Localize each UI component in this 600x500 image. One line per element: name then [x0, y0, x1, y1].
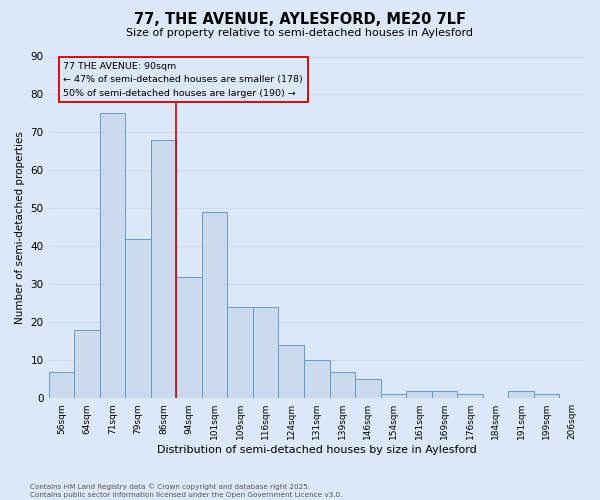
Text: Contains HM Land Registry data © Crown copyright and database right 2025.
Contai: Contains HM Land Registry data © Crown c…	[30, 484, 343, 498]
Bar	[176, 276, 202, 398]
Y-axis label: Number of semi-detached properties: Number of semi-detached properties	[15, 131, 25, 324]
Bar	[49, 372, 74, 398]
Text: 77 THE AVENUE: 90sqm
← 47% of semi-detached houses are smaller (178)
50% of semi: 77 THE AVENUE: 90sqm ← 47% of semi-detac…	[64, 62, 303, 98]
Bar	[380, 394, 406, 398]
Bar	[534, 394, 559, 398]
Bar	[100, 114, 125, 398]
Bar	[227, 307, 253, 398]
Bar	[508, 390, 534, 398]
Text: Size of property relative to semi-detached houses in Aylesford: Size of property relative to semi-detach…	[127, 28, 473, 38]
Text: 77, THE AVENUE, AYLESFORD, ME20 7LF: 77, THE AVENUE, AYLESFORD, ME20 7LF	[134, 12, 466, 28]
Bar	[151, 140, 176, 398]
Bar	[253, 307, 278, 398]
Bar	[406, 390, 432, 398]
Bar	[202, 212, 227, 398]
Bar	[304, 360, 329, 398]
Bar	[125, 238, 151, 398]
Bar	[355, 379, 380, 398]
Bar	[74, 330, 100, 398]
Bar	[329, 372, 355, 398]
Bar	[278, 345, 304, 398]
Bar	[432, 390, 457, 398]
X-axis label: Distribution of semi-detached houses by size in Aylesford: Distribution of semi-detached houses by …	[157, 445, 476, 455]
Bar	[457, 394, 483, 398]
